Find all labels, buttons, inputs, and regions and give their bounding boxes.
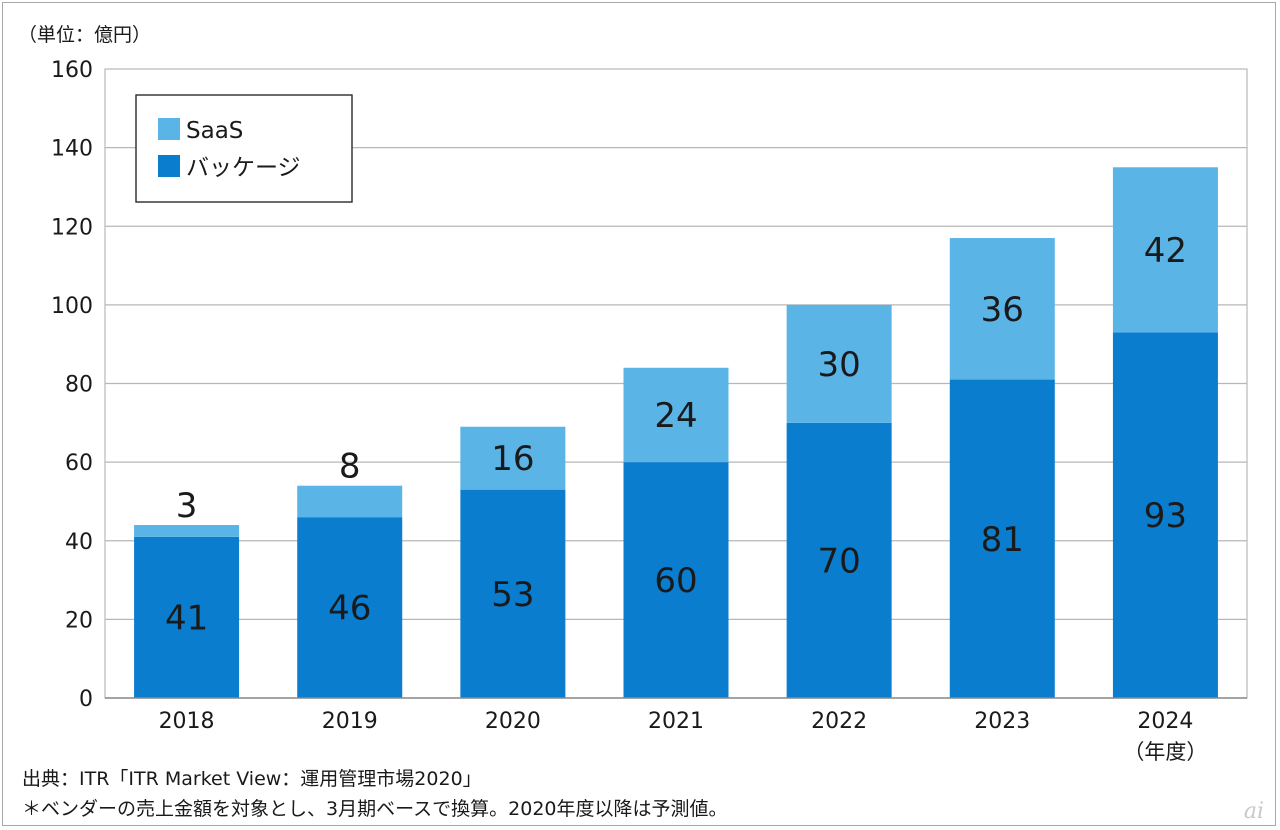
data-label-package: 46 <box>328 589 371 629</box>
x-tick-label: 2018 <box>159 709 215 734</box>
y-tick-label: 0 <box>79 687 93 712</box>
data-label-package: 60 <box>654 561 697 601</box>
data-label-package: 70 <box>818 541 861 581</box>
footnote: ＊ベンダーの売上金額を対象とし、3月期ベースで換算。2020年度以降は予測値。 <box>22 794 728 821</box>
data-label-saas: 36 <box>981 290 1024 330</box>
chart-svg: 41 3 46 8 53 16 60 24 70 30 81 36 93 42 0 20 40 60 80 100 1… <box>0 0 1280 830</box>
bar-saas <box>134 525 239 537</box>
x-tick-label: 2024 <box>1137 709 1193 734</box>
y-tick-label: 80 <box>65 373 93 398</box>
data-label-saas: 42 <box>1144 231 1187 271</box>
data-label-saas: 8 <box>339 447 361 487</box>
x-tick-label: 2019 <box>322 709 378 734</box>
data-label-package: 53 <box>491 575 534 615</box>
x-tick-label: 2020 <box>485 709 541 734</box>
data-label-saas: 30 <box>818 345 861 385</box>
data-label-saas: 16 <box>491 439 534 479</box>
data-label-package: 41 <box>165 598 208 638</box>
x-tick-label: 2023 <box>974 709 1030 734</box>
y-tick-label: 160 <box>51 58 93 83</box>
x-tick-label: 2022 <box>811 709 867 734</box>
data-label-package: 93 <box>1144 496 1187 536</box>
y-tick-label: 120 <box>51 215 93 240</box>
legend-box <box>136 95 352 202</box>
legend-label-saas: SaaS <box>186 118 243 144</box>
y-tick-label: 140 <box>51 137 93 162</box>
x-tick-label: 2021 <box>648 709 704 734</box>
y-tick-label: 40 <box>65 530 93 555</box>
legend-swatch-package <box>158 155 180 177</box>
data-label-saas: 3 <box>176 486 198 526</box>
data-label-saas: 24 <box>654 396 697 436</box>
legend-swatch-saas <box>158 118 180 140</box>
legend: SaaS バッケージ <box>136 95 352 202</box>
y-tick-label: 60 <box>65 451 93 476</box>
bar-saas <box>297 486 402 517</box>
y-tick-label: 100 <box>51 294 93 319</box>
fiscal-year-label: （年度） <box>1123 740 1207 764</box>
legend-label-package: バッケージ <box>186 155 301 181</box>
data-label-package: 81 <box>981 520 1024 560</box>
source-note: 出典：ITR「ITR Market View：運用管理市場2020」 <box>22 764 482 791</box>
watermark-logo: ai <box>1244 799 1264 824</box>
y-tick-label: 20 <box>65 608 93 633</box>
